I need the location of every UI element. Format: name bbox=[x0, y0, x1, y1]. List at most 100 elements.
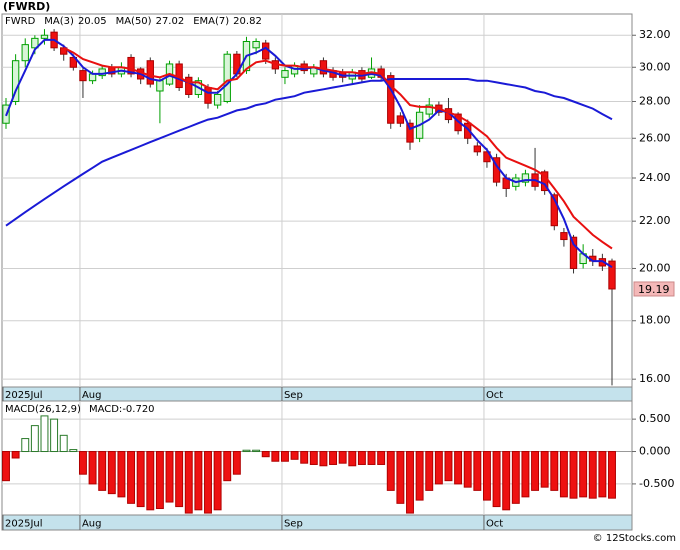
candle-body bbox=[69, 56, 78, 68]
macd-bar bbox=[146, 451, 155, 511]
candle-body bbox=[88, 73, 97, 82]
legend-name: MA(3) bbox=[44, 16, 74, 27]
y-tick-label: 28.00 bbox=[639, 95, 671, 108]
macd-bar bbox=[531, 451, 540, 491]
macd-bar bbox=[396, 451, 405, 504]
legend-value: 20.82 bbox=[233, 16, 262, 27]
macd-bar bbox=[521, 451, 530, 498]
macd-bar bbox=[579, 451, 588, 498]
legend-name: EMA(7) bbox=[193, 16, 229, 27]
candle-body bbox=[31, 37, 39, 49]
macd-bar bbox=[454, 451, 463, 485]
chart-title: (FWRD) bbox=[3, 0, 50, 13]
macd-bar bbox=[242, 449, 251, 453]
macd-bar bbox=[492, 451, 501, 508]
macd-bar bbox=[559, 451, 568, 498]
candle-body bbox=[406, 122, 414, 143]
legend-value: 20.05 bbox=[78, 16, 107, 27]
y-tick-label: 30.00 bbox=[639, 60, 671, 73]
macd-bar bbox=[21, 438, 30, 453]
macd-bar bbox=[540, 451, 549, 488]
macd-bar bbox=[569, 451, 578, 499]
macd-bar bbox=[88, 451, 97, 485]
macd-bar bbox=[406, 451, 414, 514]
macd-bar bbox=[184, 451, 193, 514]
y-tick-label: 0.000 bbox=[639, 445, 671, 458]
x-tick-label: 2025Jul bbox=[5, 390, 43, 401]
macd-bar bbox=[136, 451, 145, 508]
macd-bar bbox=[588, 451, 597, 499]
candle-body bbox=[464, 122, 472, 139]
moving-average-line bbox=[5, 78, 613, 227]
moving-average-line bbox=[63, 46, 613, 250]
last-price-label: 19.19 bbox=[638, 283, 670, 296]
y-tick-label: 26.00 bbox=[639, 131, 671, 144]
candle-body bbox=[146, 60, 154, 85]
candle-body bbox=[11, 60, 20, 103]
macd-bar bbox=[2, 451, 10, 482]
legend-name: MA(50) bbox=[116, 16, 152, 27]
macd-bar bbox=[107, 451, 116, 495]
candle-body bbox=[21, 44, 29, 62]
macd-bar bbox=[11, 451, 20, 459]
macd-bar bbox=[377, 451, 386, 465]
macd-bar bbox=[155, 451, 164, 510]
candle-body bbox=[560, 232, 568, 241]
macd-bar bbox=[59, 434, 68, 453]
macd-bar bbox=[117, 451, 126, 498]
macd-bar bbox=[502, 451, 511, 511]
candle-body bbox=[223, 53, 231, 103]
macd-bar bbox=[204, 451, 212, 514]
x-tick-label: 2025Jul bbox=[5, 519, 43, 530]
candle-body bbox=[387, 75, 395, 124]
legend-symbol: FWRD bbox=[5, 16, 36, 27]
x-tick-label: Oct bbox=[486, 390, 503, 401]
macd-bar bbox=[98, 451, 107, 491]
y-tick-label: -0.500 bbox=[639, 477, 674, 490]
candle-body bbox=[608, 260, 616, 290]
macd-bar bbox=[232, 451, 241, 475]
macd-bar bbox=[463, 451, 472, 488]
macd-bar bbox=[473, 451, 482, 491]
x-tick-label: Aug bbox=[82, 390, 102, 401]
candle-body bbox=[213, 93, 222, 106]
macd-bar bbox=[271, 451, 280, 462]
macd-bar bbox=[223, 451, 232, 482]
macd-bar bbox=[40, 415, 49, 453]
price-panel bbox=[1, 13, 633, 388]
macd-bar bbox=[30, 425, 39, 453]
macd-bar bbox=[348, 451, 357, 467]
candle-body bbox=[319, 60, 328, 75]
candle-body bbox=[281, 70, 289, 78]
macd-bar bbox=[252, 449, 261, 453]
macd-bar bbox=[280, 451, 289, 462]
y-tick-label: 0.500 bbox=[639, 412, 671, 425]
macd-bar bbox=[425, 451, 434, 491]
last-price-tag bbox=[633, 281, 675, 297]
candle-body bbox=[127, 56, 135, 75]
macd-bar bbox=[598, 451, 607, 498]
macd-bar bbox=[50, 418, 59, 453]
macd-bar bbox=[165, 451, 174, 503]
macd-bar bbox=[69, 449, 78, 453]
legend-name: MACD(26,12,9) bbox=[5, 404, 81, 415]
macd-bar bbox=[127, 451, 136, 504]
macd-bar bbox=[608, 451, 616, 499]
candle-body bbox=[98, 68, 106, 77]
macd-bar bbox=[434, 451, 443, 485]
x-tick-label: Aug bbox=[82, 519, 102, 530]
candle-body bbox=[156, 80, 164, 92]
macd-bar bbox=[309, 451, 318, 465]
macd-bar bbox=[357, 451, 366, 465]
macd-bar bbox=[482, 451, 491, 501]
macd-bar bbox=[338, 451, 347, 464]
macd-bar bbox=[78, 451, 87, 475]
macd-bar bbox=[444, 451, 453, 482]
candle-body bbox=[550, 194, 558, 227]
candle-body bbox=[473, 145, 482, 153]
macd-bar bbox=[300, 451, 309, 464]
y-tick-label: 20.00 bbox=[639, 261, 671, 274]
macd-bar bbox=[386, 451, 395, 491]
y-tick-label: 24.00 bbox=[639, 171, 671, 184]
